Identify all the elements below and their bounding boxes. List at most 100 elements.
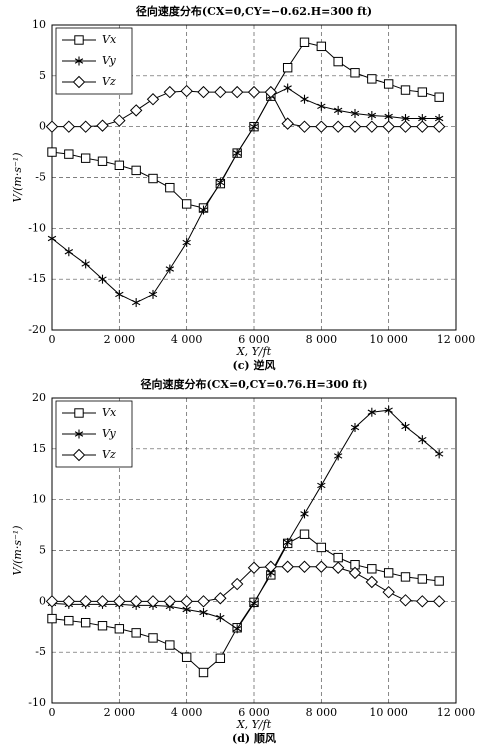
marker-star — [350, 422, 360, 432]
star-stroke — [131, 299, 141, 306]
star-stroke — [401, 115, 410, 122]
star-stroke — [384, 407, 393, 413]
y-tick-label: 15 — [32, 442, 46, 455]
star-stroke — [283, 85, 292, 91]
legend-label: Vz — [102, 75, 116, 88]
y-axis-label: V/(m·s⁻¹) — [11, 152, 24, 202]
marker-diamond — [113, 114, 126, 127]
marker-star — [367, 407, 377, 417]
marker-square — [114, 624, 125, 634]
marker-diamond — [264, 560, 278, 573]
y-tick-label: -5 — [35, 645, 46, 658]
marker-star — [418, 435, 427, 445]
x-tick-label: 6 000 — [238, 333, 270, 346]
legend-label: Vy — [102, 54, 116, 67]
marker-diamond — [96, 595, 109, 608]
marker-star — [81, 259, 90, 269]
marker-diamond — [315, 560, 328, 573]
marker-star — [74, 56, 84, 66]
marker-diamond — [45, 120, 59, 133]
y-tick-label: 10 — [32, 493, 46, 506]
marker-diamond — [214, 592, 227, 605]
marker-star — [367, 110, 377, 120]
marker-square — [80, 153, 91, 163]
star-stroke — [434, 115, 444, 122]
marker-diamond — [247, 561, 261, 574]
y-tick-label: -10 — [28, 221, 46, 234]
marker-square — [97, 621, 108, 631]
star-stroke — [47, 235, 57, 242]
marker-square — [97, 156, 108, 166]
star-stroke — [249, 600, 259, 607]
legend-label: Vz — [102, 448, 116, 461]
star-stroke — [232, 150, 242, 156]
star-stroke — [148, 291, 158, 298]
marker-star — [74, 429, 84, 439]
marker-star — [64, 247, 74, 257]
star-stroke — [182, 239, 191, 246]
marker-diamond — [416, 595, 429, 608]
marker-square — [400, 572, 411, 582]
star-stroke — [199, 207, 208, 213]
marker-square — [434, 92, 444, 102]
star-stroke — [232, 626, 242, 632]
marker-square — [148, 633, 158, 643]
marker-diamond — [129, 104, 143, 117]
series-line — [51, 87, 440, 304]
marker-star — [401, 421, 410, 431]
star-stroke — [199, 609, 208, 616]
x-tick-label: 10 000 — [369, 333, 408, 346]
marker-star — [249, 122, 259, 132]
star-stroke — [350, 110, 360, 117]
marker-diamond — [129, 595, 143, 608]
marker-star — [317, 480, 326, 490]
legend-label: Vy — [102, 427, 116, 440]
marker-square — [148, 173, 158, 184]
marker-diamond — [298, 120, 311, 133]
marker-square — [383, 79, 394, 89]
star-stroke — [333, 107, 343, 114]
star-stroke — [384, 113, 393, 120]
marker-star — [148, 289, 158, 299]
marker-diamond — [365, 120, 379, 133]
chart-title: 径向速度分布(CX=0,CY=−0.62.H=300 ft) — [136, 4, 372, 18]
marker-diamond — [45, 595, 59, 608]
marker-diamond — [331, 120, 345, 133]
marker-diamond — [197, 85, 210, 99]
marker-star — [199, 205, 208, 215]
marker-square — [74, 35, 84, 45]
marker-diamond — [180, 595, 193, 608]
x-tick-label: 12 000 — [437, 333, 476, 346]
marker-star — [182, 238, 191, 248]
marker-diamond — [382, 585, 395, 599]
marker-diamond — [72, 448, 86, 462]
marker-square — [367, 564, 377, 574]
marker-diamond — [281, 117, 294, 130]
marker-square — [181, 652, 192, 662]
marker-diamond — [399, 594, 412, 607]
marker-square — [47, 613, 57, 624]
marker-diamond — [146, 595, 160, 608]
x-tick-label: 8 000 — [306, 333, 338, 346]
x-tick-label: 6 000 — [238, 706, 270, 719]
marker-square — [131, 165, 141, 176]
star-stroke — [401, 423, 410, 430]
star-stroke — [367, 112, 377, 119]
marker-diamond — [62, 120, 76, 133]
y-tick-label: 0 — [39, 120, 46, 133]
legend-label: Vx — [102, 406, 117, 419]
marker-star — [300, 94, 309, 104]
marker-square — [299, 37, 310, 47]
marker-diamond — [247, 85, 261, 99]
marker-square — [165, 640, 175, 650]
marker-diamond — [197, 595, 210, 608]
star-stroke — [115, 291, 124, 298]
marker-square — [299, 529, 310, 539]
marker-star — [434, 449, 444, 459]
star-stroke — [418, 115, 427, 122]
marker-diamond — [163, 595, 177, 608]
marker-star — [216, 613, 225, 623]
marker-diamond — [72, 75, 86, 89]
